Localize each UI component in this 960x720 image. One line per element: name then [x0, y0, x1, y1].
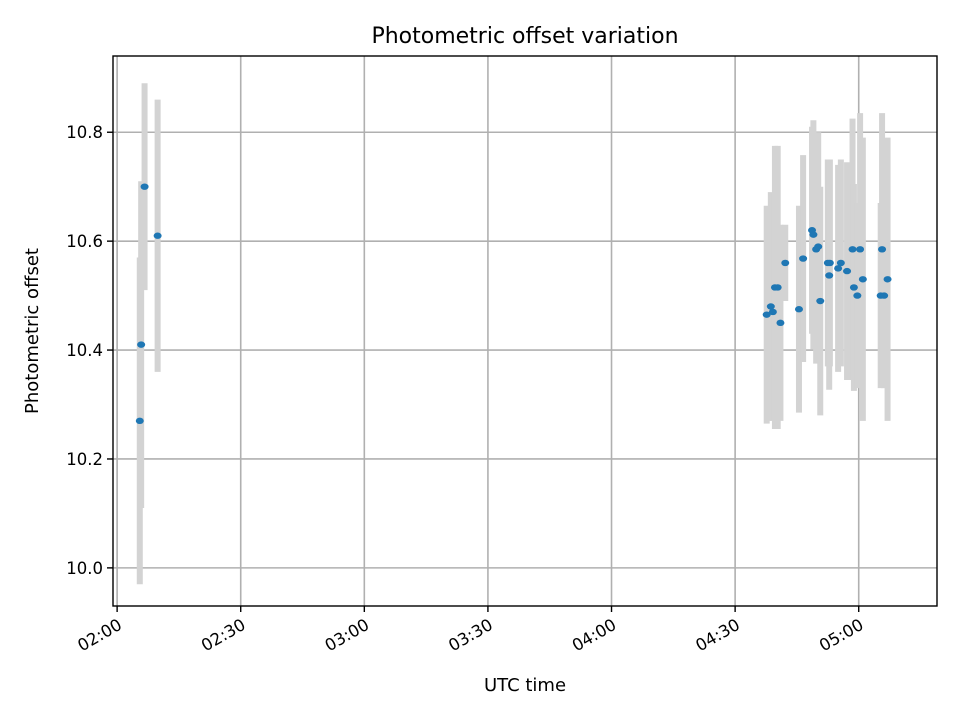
y-tick-label: 10.2: [66, 450, 103, 469]
plot-frame: [112, 55, 938, 607]
data-point: [848, 246, 857, 253]
data-point: [794, 306, 803, 313]
data-point: [776, 319, 785, 327]
data-point: [766, 303, 775, 310]
data-point: [135, 417, 144, 425]
data-point: [762, 311, 771, 318]
y-tick-label: 10.4: [66, 341, 103, 360]
data-point: [781, 259, 790, 267]
data-point: [799, 255, 808, 262]
y-tick-label: 10.0: [66, 559, 103, 578]
data-point: [137, 341, 146, 348]
x-tick-label: 02:00: [74, 615, 125, 655]
data-point: [809, 231, 818, 238]
x-axis-ticks: 02:00 02:30 03:00 03:30 04:00 04:30 05:00: [74, 606, 867, 655]
x-tick-label: 04:30: [692, 615, 743, 655]
y-tick-label: 10.6: [66, 232, 103, 251]
data-point: [883, 276, 892, 283]
chart-title: Photometric offset variation: [371, 24, 678, 49]
x-tick-label: 04:00: [569, 615, 620, 655]
y-axis-ticks: 10.0 10.2 10.4 10.6 10.8: [66, 123, 113, 578]
error-bars: [136, 83, 891, 585]
data-point: [853, 292, 862, 299]
data-point: [814, 243, 823, 250]
data-point: [825, 259, 834, 267]
y-tick-label: 10.8: [66, 123, 103, 142]
data-point: [843, 267, 852, 275]
data-point: [140, 183, 149, 190]
data-point: [880, 292, 889, 299]
y-axis-label: Photometric offset: [22, 248, 43, 414]
data-point: [849, 284, 858, 291]
data-point: [816, 297, 825, 305]
data-point: [858, 276, 867, 283]
data-point: [836, 259, 845, 267]
x-tick-label: 03:30: [445, 615, 496, 655]
data-points: [135, 183, 892, 425]
x-tick-label: 02:30: [198, 615, 249, 655]
data-point: [878, 246, 887, 253]
data-point: [153, 232, 162, 239]
x-tick-label: 03:00: [322, 615, 373, 655]
data-point: [768, 308, 777, 316]
data-point: [856, 246, 865, 253]
data-point: [773, 284, 782, 291]
x-tick-label: 05:00: [816, 615, 867, 655]
x-axis-label: UTC time: [484, 675, 566, 696]
data-point: [825, 272, 834, 279]
data-point: [834, 265, 843, 272]
